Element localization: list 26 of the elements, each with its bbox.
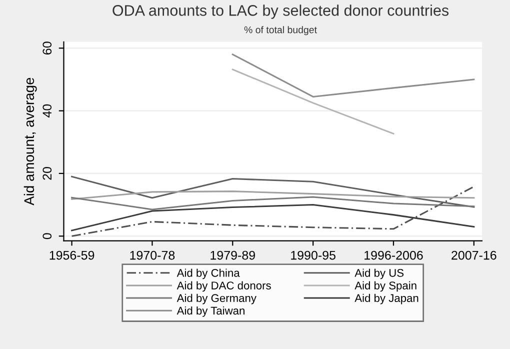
legend-label: Aid by Japan (354, 294, 418, 304)
line-series (232, 54, 475, 98)
legend-label: Aid by US (354, 268, 404, 280)
chart-title: ODA amounts to LAC by selected donor countries (112, 4, 449, 19)
line-series (71, 176, 475, 208)
legend-label: Aid by Germany (176, 294, 256, 304)
x-tick-label: 1996-2006 (364, 250, 423, 260)
legend-label: Aid by Taiwan (176, 306, 244, 317)
legend-label: Aid by Spain (354, 281, 416, 292)
y-tick-label: 40 (42, 104, 52, 118)
line-series (71, 186, 475, 237)
x-tick-label: 1956-59 (50, 250, 94, 260)
line-series (71, 196, 475, 210)
x-tick-label: 1990-95 (291, 250, 336, 260)
x-tick-label: 1979-89 (210, 250, 255, 260)
y-tick-label: 20 (42, 166, 52, 180)
y-tick-label: 60 (42, 42, 52, 54)
x-tick-label: 2007-16 (452, 250, 496, 260)
y-tick-label: 0 (42, 233, 52, 240)
y-axis-title: Aid amount, average (24, 78, 37, 206)
chart-subtitle: % of total budget (244, 26, 317, 36)
line-series (71, 204, 475, 232)
legend-label: Aid by China (176, 268, 240, 280)
line-series (71, 190, 475, 200)
x-tick-label: 1970-78 (130, 250, 175, 260)
legend-label: Aid by DAC donors (176, 281, 271, 292)
